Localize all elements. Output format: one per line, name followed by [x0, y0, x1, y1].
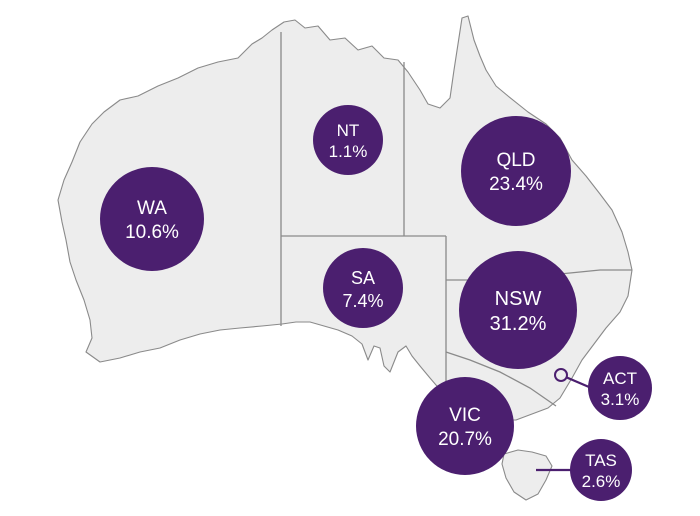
bubble-sa-pct: 7.4% [342, 291, 383, 311]
bubble-nt-pct: 1.1% [329, 142, 368, 161]
bubble-sa: SA 7.4% [323, 248, 403, 328]
bubble-qld: QLD 23.4% [461, 116, 571, 226]
bubble-act: ACT 3.1% [588, 356, 652, 420]
bubble-tas-code: TAS [585, 451, 617, 470]
bubble-nsw-pct: 31.2% [490, 313, 547, 335]
bubble-wa-pct: 10.6% [125, 222, 179, 243]
bubble-tas: TAS 2.6% [570, 439, 632, 501]
bubble-vic: VIC 20.7% [416, 377, 514, 475]
bubble-sa-code: SA [351, 268, 375, 288]
bubble-nsw: NSW 31.2% [459, 251, 577, 369]
bubble-nt-code: NT [337, 121, 360, 140]
bubble-wa-code: WA [137, 198, 167, 219]
bubble-vic-code: VIC [449, 405, 481, 426]
bubble-qld-pct: 23.4% [489, 174, 543, 195]
bubble-vic-pct: 20.7% [438, 429, 492, 450]
bubble-wa: WA 10.6% [100, 167, 204, 271]
act-marker [554, 368, 568, 382]
bubble-nt: NT 1.1% [313, 105, 383, 175]
bubble-act-code: ACT [603, 369, 637, 388]
border-nsw-vic [445, 351, 557, 407]
bubble-act-pct: 3.1% [601, 390, 640, 409]
bubble-nsw-code: NSW [495, 288, 542, 310]
bubble-tas-pct: 2.6% [582, 472, 621, 491]
tasmania-outline [501, 449, 553, 501]
bubble-qld-code: QLD [496, 150, 535, 171]
